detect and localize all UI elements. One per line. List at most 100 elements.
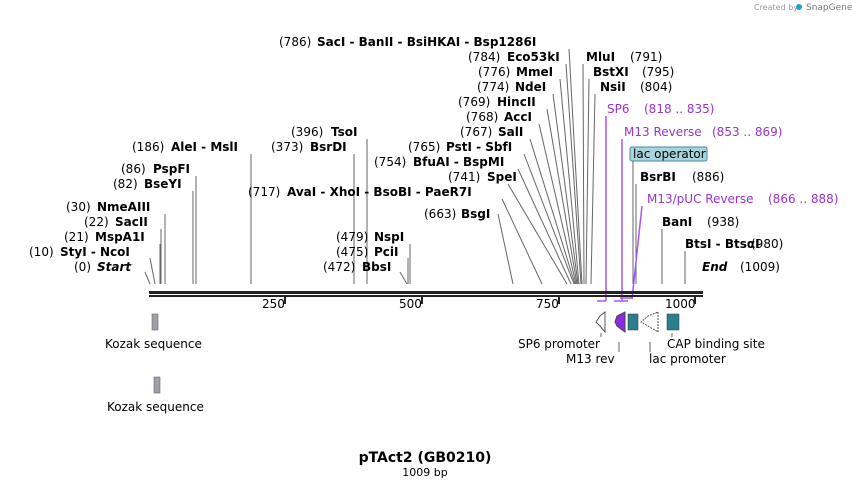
site-pos: (980) [751,237,783,251]
site-pos: (741) [448,170,480,184]
site-pos: (472) [323,260,355,274]
site-pos: (479) [336,230,368,244]
site-name[interactable]: BstXI [593,65,629,79]
site-pos: (475) [336,245,368,259]
site-pos: (776) [478,65,510,79]
site-pos: (804) [640,80,672,94]
end-label[interactable]: End [702,260,728,274]
feature-track [151,310,680,394]
restriction-site-labels: (786) SacI - BanII - BsiHKAI - Bsp1286I … [29,35,783,274]
primer-name[interactable]: SP6 [607,102,630,116]
site-name[interactable]: NmeAIII [97,200,150,214]
feature-label: Kozak sequence [105,337,202,351]
site-name[interactable]: PstI - SbfI [446,140,512,154]
site-name[interactable]: BbsI [362,260,391,274]
feature-label: lac promoter [649,352,726,366]
site-name[interactable]: NspI [374,230,404,244]
site-name[interactable]: BfuAI - BspMI [413,155,504,169]
site-pos: (774) [477,80,509,94]
kozak-feature[interactable] [151,313,159,331]
sequence-backbone-strand [149,295,703,297]
site-pos: (1009) [740,260,780,274]
site-pos: (768) [466,110,498,124]
feature-label: SP6 promoter [518,337,600,351]
start-label[interactable]: Start [97,260,132,274]
lac-operator-label: lac operator [633,147,706,161]
site-pos: (10) [29,245,54,259]
lac-operator-feature[interactable] [627,313,639,331]
primer-range: (866 .. 888) [768,192,838,206]
site-pos: (663) [424,207,456,221]
site-name[interactable]: StyI - NcoI [60,245,130,259]
site-pos: (21) [64,230,89,244]
site-pos: (22) [84,215,109,229]
site-pos: (86) [121,162,146,176]
primer-name[interactable]: M13 Reverse [624,125,702,139]
site-pos: (754) [374,155,406,169]
primer-name[interactable]: M13/pUC Reverse [647,192,754,206]
tick-label-750: 750 [536,297,559,311]
site-pos: (396) [291,125,323,139]
site-name[interactable]: BsrBI [640,170,676,184]
sp6-promoter-arrow[interactable] [595,310,606,334]
feature-label: Kozak sequence [107,400,204,414]
site-name[interactable]: MspA1I [95,230,145,244]
site-pos: (784) [468,50,500,64]
site-pos: (765) [408,140,440,154]
site-name[interactable]: SacII [115,215,148,229]
site-name[interactable]: SacI - BanII - BsiHKAI - Bsp1286I [317,35,536,49]
site-pos: (0) [74,260,91,274]
site-pos: (791) [630,50,662,64]
site-name[interactable]: AleI - MslI [171,140,238,154]
map-subtitle: 1009 bp [402,466,447,479]
primer-range: (818 .. 835) [644,102,714,116]
cap-binding-site-feature[interactable] [666,313,680,331]
feature-label: CAP binding site [667,337,765,351]
lac-promoter-arrow[interactable] [640,311,659,333]
site-name[interactable]: AvaI - XhoI - BsoBI - PaeR7I [287,185,472,199]
site-name[interactable]: PspFI [153,162,190,176]
lac-operator-box[interactable] [629,146,708,162]
site-name[interactable]: NdeI [515,80,546,94]
site-pos: (717) [248,185,280,199]
site-pos: (767) [460,125,492,139]
site-name[interactable]: BtsI - BtsαI [685,237,760,251]
site-name[interactable]: AccI [504,110,532,124]
site-pos: (373) [271,140,303,154]
kozak-feature[interactable] [153,376,161,394]
sequence-backbone [149,291,703,294]
site-name[interactable]: NsiI [600,80,626,94]
primer-marks [597,116,643,302]
map-title: pTAct2 (GB0210) [359,450,492,466]
site-pos: (795) [642,65,674,79]
tick-label-500: 500 [399,297,422,311]
site-pos: (30) [66,200,91,214]
snapgene-brand: SnapGene [806,3,852,13]
site-name[interactable]: SalI [498,125,523,139]
feature-label: M13 rev [566,352,615,366]
primer-labels: SP6 (818 .. 835) M13 Reverse (853 .. 869… [607,102,838,206]
site-name[interactable]: HincII [497,95,536,109]
site-pos: (786) [279,35,311,49]
snapgene-logo-icon [796,4,802,10]
site-name[interactable]: MluI [586,50,615,64]
site-name[interactable]: BsrDI [310,140,347,154]
m13-rev-arrow[interactable] [614,311,626,333]
site-pos: (769) [458,95,490,109]
site-pos: (186) [132,140,164,154]
site-name[interactable]: TsoI [331,125,357,139]
ruler-ticks [284,297,696,304]
site-name[interactable]: MmeI [516,65,553,79]
site-name[interactable]: PciI [374,245,399,259]
site-name[interactable]: Eco53kI [507,50,560,64]
tick-label-250: 250 [262,297,285,311]
site-name[interactable]: BseYI [144,177,182,191]
site-name[interactable]: BanI [662,215,692,229]
site-name[interactable]: SpeI [487,170,517,184]
site-pos: (938) [707,215,739,229]
site-pos: (82) [113,177,138,191]
site-name[interactable]: BsgI [461,207,490,221]
site-pos: (886) [692,170,724,184]
created-by-label: Created by [754,3,798,12]
